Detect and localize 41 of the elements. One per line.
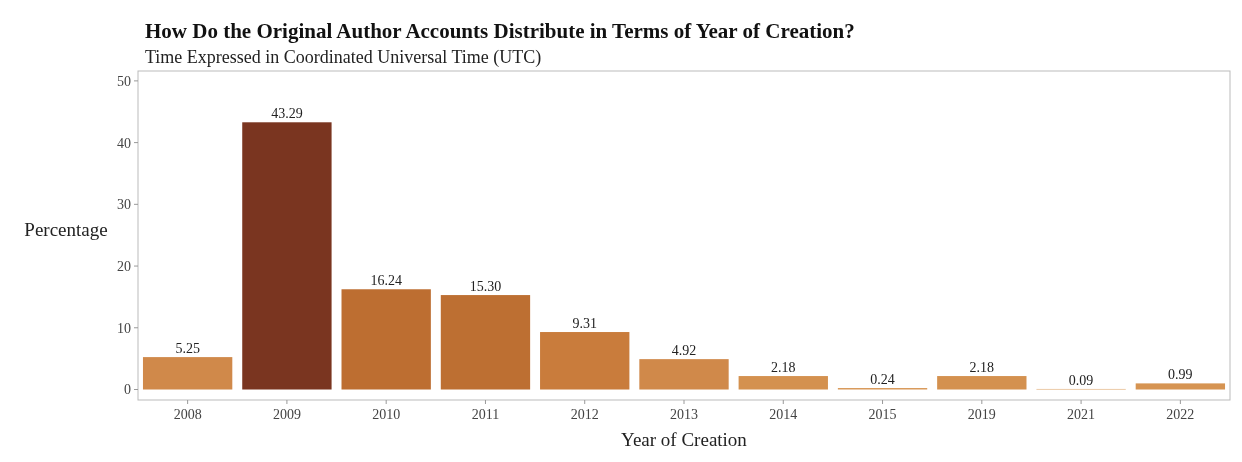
data-label: 15.30 xyxy=(469,279,502,295)
x-axis-title: Year of Creation xyxy=(621,429,748,450)
bar xyxy=(440,295,531,390)
bar xyxy=(937,376,1027,390)
bar xyxy=(242,122,332,390)
data-label: 2.18 xyxy=(771,360,796,376)
y-tick-label: 40 xyxy=(117,135,131,151)
bar xyxy=(1135,383,1226,390)
data-label: 9.31 xyxy=(572,316,597,332)
y-tick-label: 10 xyxy=(117,320,131,336)
x-tick-label: 2012 xyxy=(570,407,599,422)
bar xyxy=(540,332,630,390)
data-label: 5.25 xyxy=(175,341,200,357)
data-label: 43.29 xyxy=(271,106,303,122)
x-tick-label: 2015 xyxy=(868,407,897,422)
data-label: 4.92 xyxy=(671,343,697,359)
x-tick-label: 2021 xyxy=(1067,407,1096,422)
chart-title: How Do the Original Author Accounts Distribute in Terms of Year of Creation? xyxy=(145,19,855,43)
data-label: 0.09 xyxy=(1068,372,1094,388)
y-tick-label: 30 xyxy=(117,197,131,213)
x-tick-label: 2019 xyxy=(967,407,996,422)
bar xyxy=(738,376,828,390)
data-label: 2.18 xyxy=(969,360,995,376)
y-tick-label: 50 xyxy=(117,73,131,89)
y-tick-label: 20 xyxy=(117,258,131,274)
chart-subtitle: Time Expressed in Coordinated Universal Time (UTC) xyxy=(145,47,542,68)
x-tick-label: 2010 xyxy=(372,407,401,422)
x-tick-label: 2022 xyxy=(1166,407,1195,422)
bar xyxy=(142,357,233,390)
x-tick-label: 2014 xyxy=(769,407,798,422)
x-tick-label: 2011 xyxy=(471,407,500,422)
data-label: 0.24 xyxy=(870,372,895,388)
x-tick-label: 2009 xyxy=(272,407,301,422)
bar xyxy=(639,359,729,390)
y-axis-title: Percentage xyxy=(24,218,108,240)
y-tick-label: 0 xyxy=(124,382,131,398)
bar xyxy=(341,289,431,390)
x-tick-label: 2013 xyxy=(670,407,698,422)
data-label: 16.24 xyxy=(370,273,402,289)
data-label: 0.99 xyxy=(1168,367,1193,383)
x-tick-label: 2008 xyxy=(173,407,202,422)
